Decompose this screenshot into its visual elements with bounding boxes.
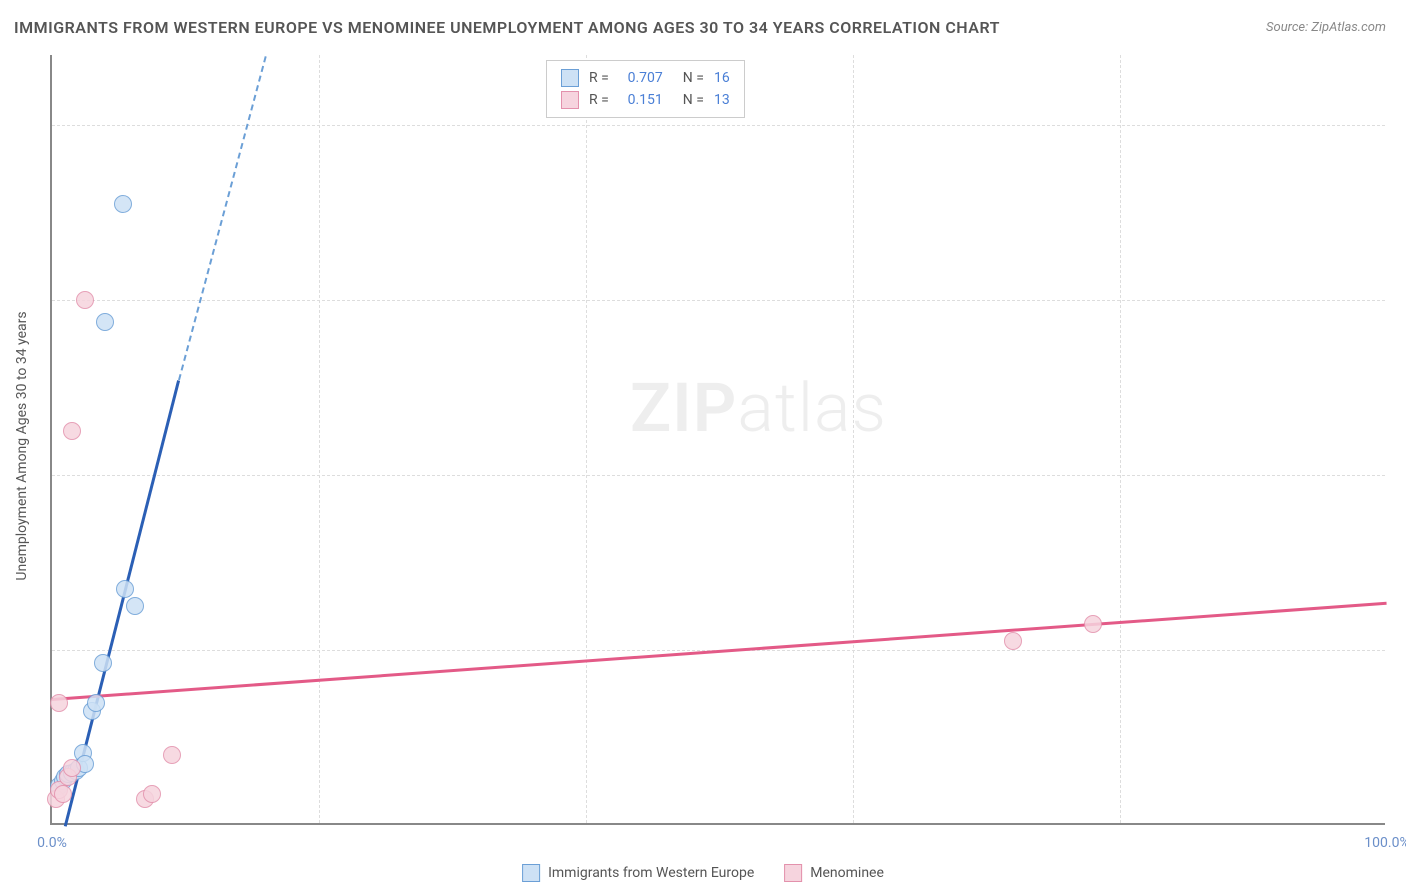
legend-series-item: Immigrants from Western Europe	[522, 864, 754, 882]
gridline-vertical	[319, 55, 320, 823]
legend-r-label: R =	[589, 67, 609, 89]
data-point	[1004, 632, 1022, 650]
x-tick-label: 100.0%	[1364, 835, 1406, 851]
data-point	[143, 785, 161, 803]
legend-series-label: Menominee	[810, 865, 884, 881]
legend-correlation-row: R = 0.707 N = 16	[561, 67, 730, 89]
legend-r-value: 0.707	[619, 67, 663, 89]
plot-area: ZIPatlas 20.0%40.0%60.0%80.0%0.0%100.0%	[50, 55, 1385, 825]
legend-series-label: Immigrants from Western Europe	[548, 865, 754, 881]
watermark-atlas: atlas	[737, 368, 887, 448]
legend-n-value: 16	[714, 67, 730, 89]
watermark: ZIPatlas	[630, 368, 887, 448]
y-axis-label: Unemployment Among Ages 30 to 34 years	[14, 311, 30, 580]
trend-line	[52, 602, 1387, 701]
legend-swatch	[784, 864, 802, 882]
data-point	[63, 759, 81, 777]
gridline-horizontal	[52, 475, 1385, 476]
data-point	[54, 785, 72, 803]
data-point	[50, 694, 68, 712]
legend-n-label: N =	[683, 89, 704, 111]
gridline-vertical	[853, 55, 854, 823]
watermark-zip: ZIP	[630, 368, 737, 448]
gridline-horizontal	[52, 125, 1385, 126]
data-point	[1084, 615, 1102, 633]
data-point	[116, 580, 134, 598]
legend-swatch	[561, 69, 579, 87]
legend-n-label: N =	[683, 67, 704, 89]
data-point	[94, 654, 112, 672]
data-point	[114, 195, 132, 213]
legend-swatch	[561, 91, 579, 109]
trend-line-dashed	[178, 56, 267, 380]
data-point	[63, 422, 81, 440]
legend-r-label: R =	[589, 89, 609, 111]
data-point	[76, 291, 94, 309]
x-tick-label: 0.0%	[37, 835, 67, 851]
gridline-vertical	[1120, 55, 1121, 823]
data-point	[96, 313, 114, 331]
source-label: Source: ZipAtlas.com	[1266, 20, 1386, 35]
gridline-vertical	[586, 55, 587, 823]
legend-swatch	[522, 864, 540, 882]
legend-series: Immigrants from Western Europe Menominee	[522, 864, 884, 882]
chart-title: IMMIGRANTS FROM WESTERN EUROPE VS MENOMI…	[14, 18, 1000, 37]
gridline-horizontal	[52, 300, 1385, 301]
legend-series-item: Menominee	[784, 864, 884, 882]
legend-n-value: 13	[714, 89, 730, 111]
legend-r-value: 0.151	[619, 89, 663, 111]
data-point	[87, 694, 105, 712]
data-point	[126, 597, 144, 615]
legend-correlation: R = 0.707 N = 16 R = 0.151 N = 13	[546, 60, 745, 118]
legend-correlation-row: R = 0.151 N = 13	[561, 89, 730, 111]
data-point	[163, 746, 181, 764]
